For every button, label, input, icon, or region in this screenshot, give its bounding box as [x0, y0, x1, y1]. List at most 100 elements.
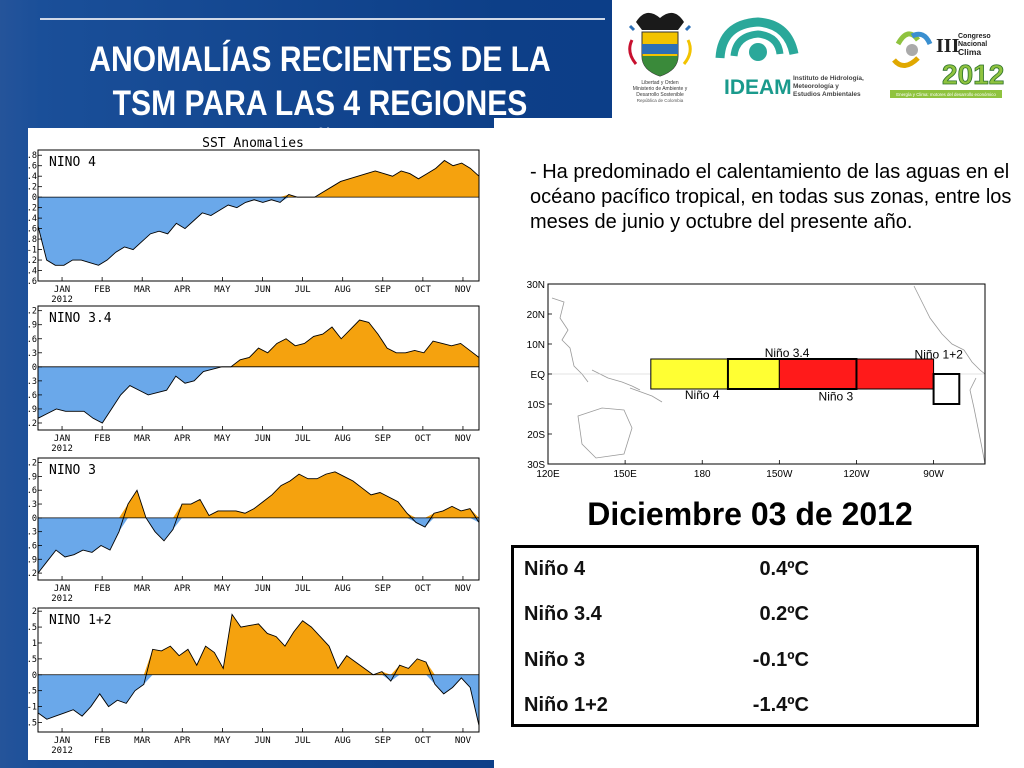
sst-anomalies-charts: SST Anomalies 0.80.60.40.20-0.2-0.4-0.6-…	[28, 128, 494, 760]
month-label: JUN	[254, 584, 270, 594]
region-panel-label: NINO 1+2	[49, 613, 112, 628]
table-row: Niño 3.4 0.2ºC	[524, 603, 974, 633]
ideam-logo: IDEAM Instituto de Hidrología, Meteorolo…	[715, 17, 864, 99]
lon-label: 120W	[843, 469, 870, 480]
y-tick-label: -0.4	[28, 214, 37, 224]
negative-anomaly-area	[38, 197, 479, 266]
month-label: MAY	[214, 434, 231, 444]
y-tick-label: -0.8	[28, 235, 37, 245]
y-tick-label: -1.2	[28, 256, 37, 266]
table-row: Niño 3 -0.1ºC	[524, 649, 974, 679]
panel-frame	[37, 305, 480, 431]
lon-label: 180	[694, 469, 711, 480]
panel-frame	[37, 607, 480, 733]
month-label: APR	[174, 736, 191, 746]
panel-frame	[37, 149, 480, 282]
anomaly-series-line	[37, 159, 480, 266]
nino-region-box	[726, 358, 858, 390]
year-label: 2012	[51, 295, 73, 305]
year-label: 2012	[51, 594, 73, 604]
y-tick-label: 0.2	[28, 183, 37, 193]
month-label: SEP	[375, 584, 392, 594]
nino-region-box	[650, 358, 780, 390]
y-tick-label: 0.3	[28, 349, 37, 359]
y-tick-label: -1.5	[28, 718, 37, 728]
positive-anomaly-area	[38, 614, 479, 675]
month-label: APR	[174, 285, 191, 295]
y-tick-label: -1.2	[28, 569, 37, 579]
lon-label: 90W	[923, 469, 944, 480]
region-label: Niño 1+2	[915, 348, 964, 362]
anomaly-series-line	[37, 471, 480, 574]
month-label: OCT	[415, 285, 432, 295]
lat-label: 30S	[527, 460, 545, 471]
month-label: NOV	[455, 584, 472, 594]
y-tick-label: 0	[32, 193, 37, 203]
region-value: 0.2ºC	[759, 603, 809, 625]
anomaly-panel: 0.80.60.40.20-0.2-0.4-0.6-0.8-1-1.2-1.4-…	[28, 149, 480, 305]
anomaly-series-line	[37, 613, 480, 726]
y-tick-label: -0.6	[28, 541, 37, 551]
region-name: Niño 3	[524, 649, 586, 671]
y-tick-label: -0.6	[28, 391, 37, 401]
positive-anomaly-area	[38, 320, 479, 367]
month-label: OCT	[415, 584, 432, 594]
y-tick-label: -1	[28, 703, 37, 713]
congreso-year: 2012	[942, 59, 1004, 90]
region-panel-label: NINO 4	[49, 155, 96, 170]
congreso-line-3: Nacional	[958, 41, 987, 48]
region-name: Niño 4	[524, 558, 586, 580]
region-value: -0.1ºC	[752, 649, 809, 671]
lat-label: 10N	[527, 340, 545, 351]
y-tick-label: 0.4	[28, 172, 37, 182]
month-label: FEB	[94, 285, 110, 295]
title-rule	[40, 18, 605, 20]
month-label: APR	[174, 434, 191, 444]
region-name: Niño 1+2	[524, 694, 608, 716]
south-america-coastline	[969, 377, 986, 465]
month-label: SEP	[375, 285, 392, 295]
y-tick-label: 0.6	[28, 162, 37, 172]
anomaly-panel: 2 1.5 1 0.5 0 -0.5 -1 -1.5 JAN FEB MAR APR MAY JUN JUL…	[28, 607, 480, 756]
month-label: MAY	[214, 584, 231, 594]
month-label: JUN	[254, 434, 270, 444]
month-label: MAY	[214, 285, 231, 295]
y-tick-label: -0.9	[28, 555, 37, 565]
table-row: Niño 1+2 -1.4ºC	[524, 694, 974, 724]
region-value: 0.4ºC	[759, 558, 809, 580]
logo-line-4: República de Colombia	[637, 98, 684, 103]
asia-coastline	[551, 297, 589, 383]
region-name: Niño 3.4	[524, 603, 602, 625]
region-panel-label: NINO 3.4	[49, 311, 112, 326]
logo-line-1: Libertad y Orden	[641, 80, 678, 86]
region-panel-label: NINO 3	[49, 463, 96, 478]
lat-label: EQ	[531, 370, 546, 381]
region-label: Niño 3	[819, 390, 854, 404]
month-label: OCT	[415, 434, 432, 444]
report-date: Diciembre 03 de 2012	[587, 496, 913, 532]
y-tick-label: 1.5	[28, 623, 37, 633]
y-tick-label: 0.5	[28, 655, 37, 665]
chart-title: SST Anomalies	[202, 136, 304, 151]
month-label: SEP	[375, 736, 392, 746]
month-label: AUG	[335, 285, 351, 295]
ideam-line-1: Instituto de Hidrología,	[793, 75, 864, 82]
positive-anomaly-area	[38, 160, 479, 198]
negative-anomaly-area	[38, 674, 479, 726]
lat-label: 20N	[527, 310, 545, 321]
y-tick-label: 0.3	[28, 500, 37, 510]
month-label: MAR	[134, 736, 151, 746]
month-label: JUL	[294, 736, 310, 746]
month-label: FEB	[94, 584, 110, 594]
y-tick-label: 0.9	[28, 321, 37, 331]
month-label: JAN	[54, 285, 70, 295]
ideam-line-3: Estudios Ambientales	[793, 91, 861, 98]
y-tick-label: -0.5	[28, 687, 37, 697]
y-tick-label: 0.6	[28, 335, 37, 345]
coastlines	[551, 285, 986, 465]
y-tick-label: 0.6	[28, 486, 37, 496]
month-label: SEP	[375, 434, 392, 444]
lat-label: 10S	[527, 400, 545, 411]
congreso-roman: III	[936, 35, 960, 57]
